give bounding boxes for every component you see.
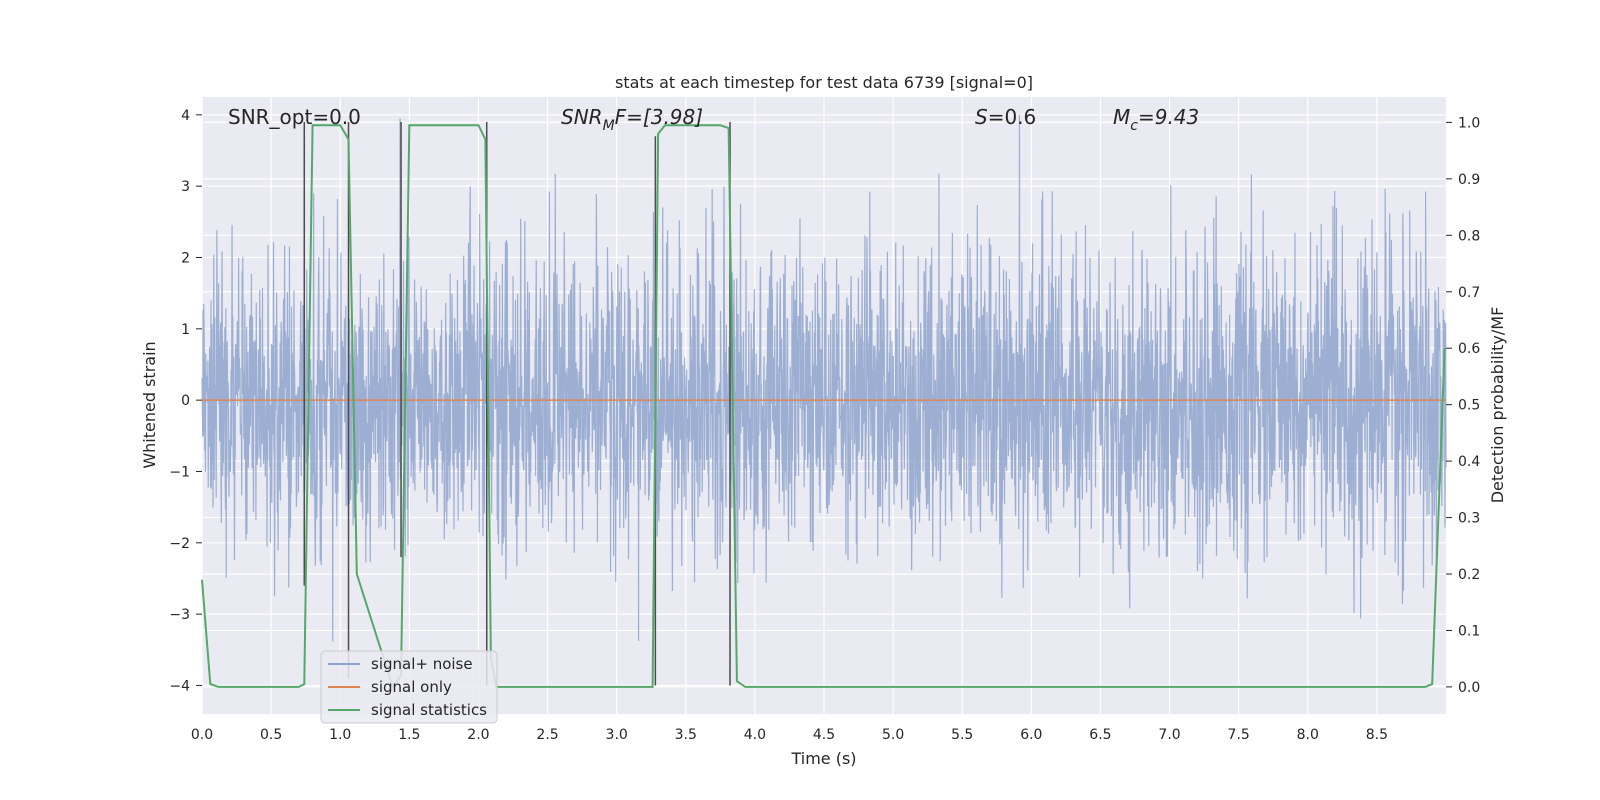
y2-tick-label: 0.2 xyxy=(1458,567,1480,583)
y2-tick-label: 0.7 xyxy=(1458,285,1480,301)
y2-tick-label: 0.4 xyxy=(1458,454,1480,470)
annotation-subscript: M xyxy=(603,118,615,134)
x-tick-label: 8.0 xyxy=(1297,727,1319,743)
x-tick-label: 0.0 xyxy=(191,727,213,743)
y-tick-label: −4 xyxy=(169,678,190,694)
y-tick-label: 0 xyxy=(181,393,190,409)
x-tick-label: 1.5 xyxy=(398,727,420,743)
x-axis-label: Time (s) xyxy=(790,749,856,768)
x-tick-label: 1.0 xyxy=(329,727,351,743)
x-tick-label: 6.0 xyxy=(1020,727,1042,743)
y-tick-label: 4 xyxy=(181,108,190,124)
legend-label-signal-statistics: signal statistics xyxy=(371,701,487,719)
y2-tick-label: 0.1 xyxy=(1458,623,1480,639)
y-tick-label: 2 xyxy=(181,250,190,266)
x-tick-label: 5.0 xyxy=(882,727,904,743)
annotation-part: S xyxy=(975,105,988,129)
chart-title: stats at each timestep for test data 673… xyxy=(615,73,1033,92)
y-axis-label: Whitened strain xyxy=(140,341,159,468)
y2-tick-label: 1.0 xyxy=(1458,115,1480,131)
x-tick-label: 4.5 xyxy=(813,727,835,743)
y2-tick-label: 0.0 xyxy=(1458,680,1480,696)
annotation: SNRMF=[3.98] xyxy=(561,105,703,134)
x-tick-label: 2.0 xyxy=(467,727,489,743)
x-tick-label: 4.0 xyxy=(744,727,766,743)
x-tick-label: 7.0 xyxy=(1158,727,1180,743)
y2-axis-label: Detection probability/MF xyxy=(1488,307,1507,504)
signal-statistics-line xyxy=(201,124,1446,690)
y2-tick-label: 0.8 xyxy=(1458,228,1480,244)
annotation-part: =0.6 xyxy=(988,105,1037,129)
signal-noise-series xyxy=(201,114,1447,642)
y2-tick-label: 0.6 xyxy=(1458,341,1480,357)
signal-statistics-series xyxy=(201,124,1446,690)
signal-noise-line xyxy=(201,114,1447,642)
y-tick-label: −3 xyxy=(169,607,190,623)
y-tick-label: 1 xyxy=(181,322,190,338)
annotations: SNR_opt=0.0 SNRMF=[3.98] S=0.6 Mc=9.43 xyxy=(228,105,1199,134)
annotation-part: SNR xyxy=(561,105,603,129)
y2-tick-label: 0.9 xyxy=(1458,172,1480,188)
legend-label-signal-only: signal only xyxy=(371,678,452,696)
y-tick-label: 3 xyxy=(181,179,190,195)
annotation: S=0.6 xyxy=(975,105,1036,129)
legend: signal+ noise signal only signal statist… xyxy=(320,650,498,724)
y2-axis-ticks: 0.0 0.1 0.2 0.3 0.4 0.5 0.6 0.7 0.8 0.9 1.0 xyxy=(1446,115,1480,696)
x-tick-label: 7.5 xyxy=(1228,727,1250,743)
annotation: SNR_opt=0.0 xyxy=(228,105,361,129)
x-tick-label: 3.5 xyxy=(675,727,697,743)
x-tick-label: 2.5 xyxy=(536,727,558,743)
annotation-subscript: c xyxy=(1130,118,1138,134)
annotation-part: F=[3.98] xyxy=(615,105,703,129)
x-tick-label: 8.5 xyxy=(1366,727,1388,743)
annotation-part: =9.43 xyxy=(1138,105,1199,129)
annotation-part: SNR_opt=0.0 xyxy=(228,105,361,129)
legend-box xyxy=(320,650,498,724)
annotation-part: M xyxy=(1113,105,1130,129)
x-axis-ticks: 0.0 0.5 1.0 1.5 2.0 2.5 3.0 3.5 4.0 4.5 5.0 5.5 6.0 6… xyxy=(191,727,1388,743)
y-tick-label: −1 xyxy=(169,464,190,480)
annotation: Mc=9.43 xyxy=(1113,105,1199,134)
x-tick-label: 3.0 xyxy=(606,727,628,743)
y-axis-ticks: −4 −3 −2 −1 0 1 2 3 4 xyxy=(169,108,202,694)
x-tick-label: 6.5 xyxy=(1089,727,1111,743)
y2-tick-label: 0.3 xyxy=(1458,511,1480,527)
y2-tick-label: 0.5 xyxy=(1458,398,1480,414)
y-tick-label: −2 xyxy=(169,536,190,552)
x-tick-label: 0.5 xyxy=(260,727,282,743)
legend-label-signal-noise: signal+ noise xyxy=(371,655,473,673)
x-tick-label: 5.5 xyxy=(951,727,973,743)
